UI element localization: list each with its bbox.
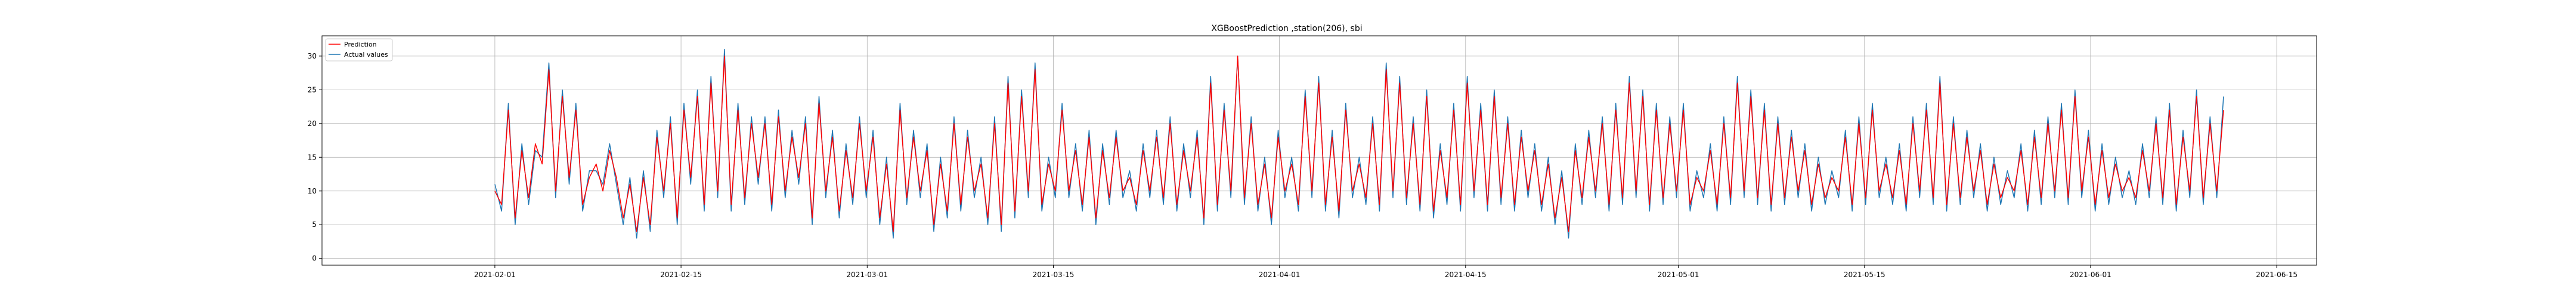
y-tick-label: 30: [308, 52, 317, 60]
axis-layer: 2021-02-01 2021-02-15 2021-03-01 2021-03-15…: [308, 52, 2298, 279]
x-tick-label: 2021-04-01: [1259, 271, 1301, 279]
series-layer: [494, 48, 2224, 239]
legend: Prediction Actual values: [325, 38, 393, 62]
x-tick-label: 2021-02-01: [474, 271, 516, 279]
y-tick-label: 0: [312, 254, 317, 263]
y-tick-label: 25: [308, 85, 317, 94]
grid-layer: [322, 36, 2317, 265]
x-tick-label: 2021-04-15: [1445, 271, 1487, 279]
series-line-prediction: [494, 56, 2224, 232]
y-tick-label: 15: [308, 153, 317, 161]
plot-frame: [321, 35, 2317, 266]
x-tick-label: 2021-06-01: [2070, 271, 2111, 279]
x-tick-label: 2021-03-15: [1033, 271, 1075, 279]
legend-box: [325, 38, 393, 62]
y-tick-label: 20: [308, 119, 317, 128]
x-tick-label: 2021-05-15: [1844, 271, 1885, 279]
x-tick-label: 2021-05-01: [1658, 271, 1699, 279]
legend-label-prediction: Prediction: [344, 41, 377, 48]
chart-title: XGBoostPrediction ,station(206), sbi: [1211, 24, 1362, 33]
y-tick-label: 5: [312, 220, 317, 229]
x-tick-label: 2021-06-15: [2256, 271, 2298, 279]
x-tick-label: 2021-02-15: [660, 271, 702, 279]
x-tick-label: 2021-03-01: [846, 271, 888, 279]
y-tick-label: 10: [308, 187, 317, 195]
legend-label-actual: Actual values: [344, 51, 388, 59]
